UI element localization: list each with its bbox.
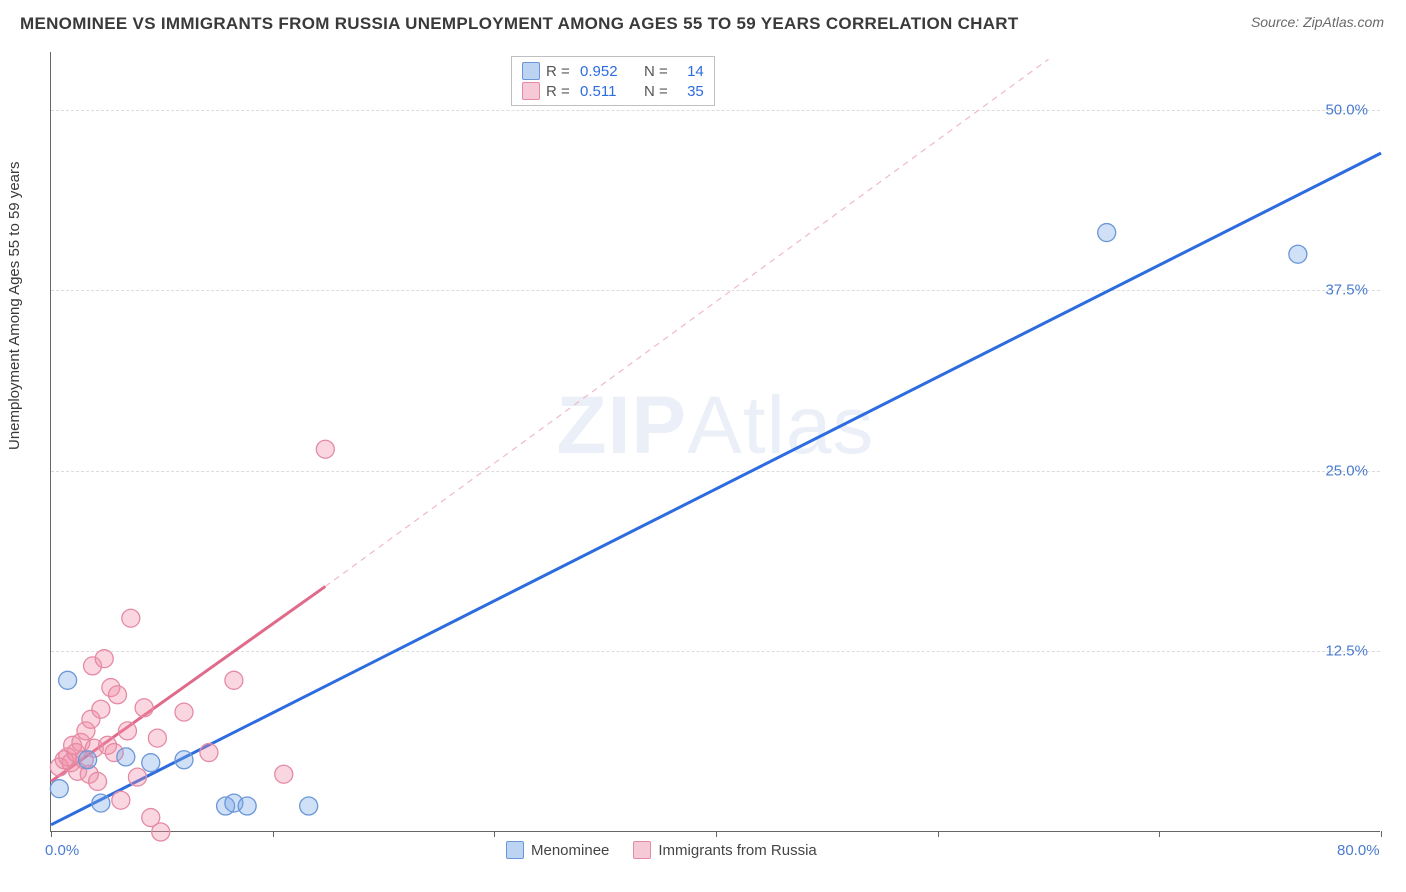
legend: Menominee Immigrants from Russia <box>506 841 817 859</box>
stat-n-label: N = <box>644 83 668 100</box>
chart-title: MENOMINEE VS IMMIGRANTS FROM RUSSIA UNEM… <box>20 14 1019 34</box>
source-attribution: Source: ZipAtlas.com <box>1251 14 1384 30</box>
chart-svg <box>51 52 1380 831</box>
stat-r-label: R = <box>546 83 574 100</box>
stat-n-label: N = <box>644 63 668 80</box>
plot-area: ZIPAtlas 12.5%25.0%37.5%50.0%0.0%80.0% R… <box>50 52 1380 832</box>
swatch-series-1 <box>522 62 540 80</box>
legend-swatch-2 <box>633 841 651 859</box>
legend-swatch-1 <box>506 841 524 859</box>
stat-r-value-2: 0.511 <box>580 83 632 100</box>
x-tick-label: 80.0% <box>1337 842 1380 859</box>
stat-n-value-1: 14 <box>674 63 704 80</box>
stat-n-value-2: 35 <box>674 83 704 100</box>
legend-item-1: Menominee <box>506 841 609 859</box>
stats-row-series-2: R = 0.511 N = 35 <box>522 81 704 101</box>
y-axis-label: Unemployment Among Ages 55 to 59 years <box>6 161 23 450</box>
x-tick-label: 0.0% <box>45 842 79 859</box>
correlation-stats-box: R = 0.952 N = 14 R = 0.511 N = 35 <box>511 56 715 106</box>
stats-row-series-1: R = 0.952 N = 14 <box>522 61 704 81</box>
legend-label-2: Immigrants from Russia <box>658 842 816 859</box>
swatch-series-2 <box>522 82 540 100</box>
stat-r-value-1: 0.952 <box>580 63 632 80</box>
legend-item-2: Immigrants from Russia <box>633 841 816 859</box>
legend-label-1: Menominee <box>531 842 609 859</box>
stat-r-label: R = <box>546 63 574 80</box>
